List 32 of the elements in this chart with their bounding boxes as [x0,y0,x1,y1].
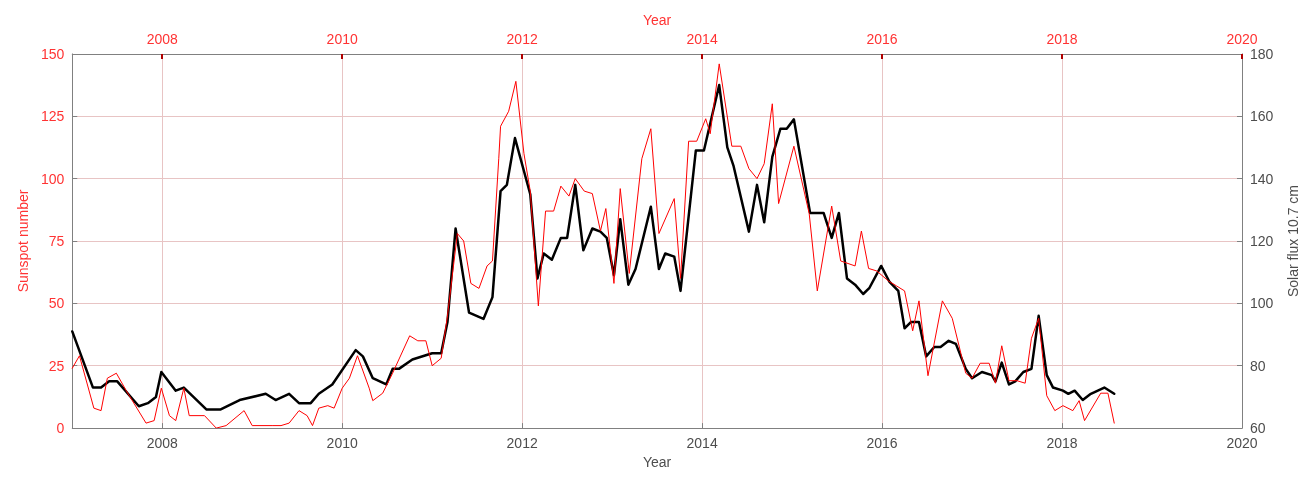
x-tick-label: 2012 [506,30,538,47]
x-tick-label: 2018 [1046,30,1078,47]
x-tick-label: 2010 [326,30,358,47]
x-tick-label: 2008 [146,30,179,47]
y-tick-label: 150 [40,45,65,62]
x-axis-title: Year [642,454,672,470]
x2-tick-label: 2014 [686,435,718,452]
x2-tick-label: 2008 [146,435,179,452]
x2-axis-title: Year [642,12,672,28]
y2-axis-title: Solar flux 10.7 cm [1285,184,1301,298]
x2-tick-label: 2018 [1046,435,1078,452]
y2-tick-label: 140 [1250,170,1274,187]
y2-tick-label: 120 [1250,233,1274,249]
x2-tick-label: 2012 [506,435,538,452]
x2-tick-label: 2020 [1226,435,1258,452]
y-axis-title: Sunspot number [15,189,31,293]
y2-tick-label: 100 [1250,295,1274,312]
x-tick-label: 2020 [1226,30,1258,47]
x2-tick-label: 2010 [326,435,358,452]
y-tick-label: 25 [48,357,65,374]
y2-tick-label: 180 [1250,45,1274,62]
y-tick-label: 100 [40,170,65,187]
y2-tick-label: 60 [1250,420,1266,437]
y-tick-label: 75 [48,233,65,249]
x-tick-label: 2016 [866,30,898,47]
y2-tick-label: 80 [1250,357,1266,374]
y-tick-label: 0 [56,420,65,437]
y-tick-label: 125 [40,108,65,125]
x-tick-label: 2014 [686,30,718,47]
y2-tick-label: 160 [1250,108,1274,125]
x2-tick-label: 2016 [866,435,898,452]
y-tick-label: 50 [48,295,65,312]
